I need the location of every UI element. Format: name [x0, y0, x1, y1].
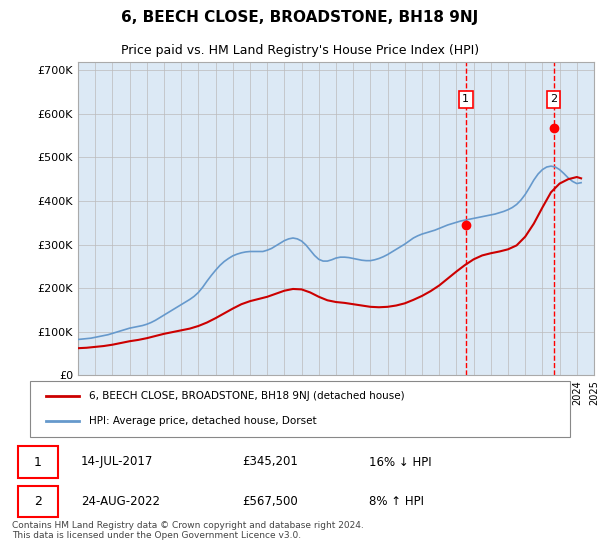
Text: 8% ↑ HPI: 8% ↑ HPI	[369, 494, 424, 508]
FancyBboxPatch shape	[18, 486, 58, 517]
Text: Price paid vs. HM Land Registry's House Price Index (HPI): Price paid vs. HM Land Registry's House …	[121, 44, 479, 57]
Text: 16% ↓ HPI: 16% ↓ HPI	[369, 455, 432, 469]
Text: £345,201: £345,201	[242, 455, 298, 469]
Text: 14-JUL-2017: 14-JUL-2017	[81, 455, 154, 469]
Text: 2: 2	[550, 94, 557, 104]
FancyBboxPatch shape	[18, 446, 58, 478]
Text: 1: 1	[34, 455, 42, 469]
Text: £567,500: £567,500	[242, 494, 298, 508]
Text: HPI: Average price, detached house, Dorset: HPI: Average price, detached house, Dors…	[89, 416, 317, 426]
Text: 6, BEECH CLOSE, BROADSTONE, BH18 9NJ: 6, BEECH CLOSE, BROADSTONE, BH18 9NJ	[121, 10, 479, 25]
Text: Contains HM Land Registry data © Crown copyright and database right 2024.
This d: Contains HM Land Registry data © Crown c…	[12, 521, 364, 540]
Text: 1: 1	[462, 94, 469, 104]
Text: 24-AUG-2022: 24-AUG-2022	[81, 494, 160, 508]
Text: 6, BEECH CLOSE, BROADSTONE, BH18 9NJ (detached house): 6, BEECH CLOSE, BROADSTONE, BH18 9NJ (de…	[89, 391, 405, 402]
FancyBboxPatch shape	[30, 381, 570, 437]
Text: 2: 2	[34, 494, 42, 508]
